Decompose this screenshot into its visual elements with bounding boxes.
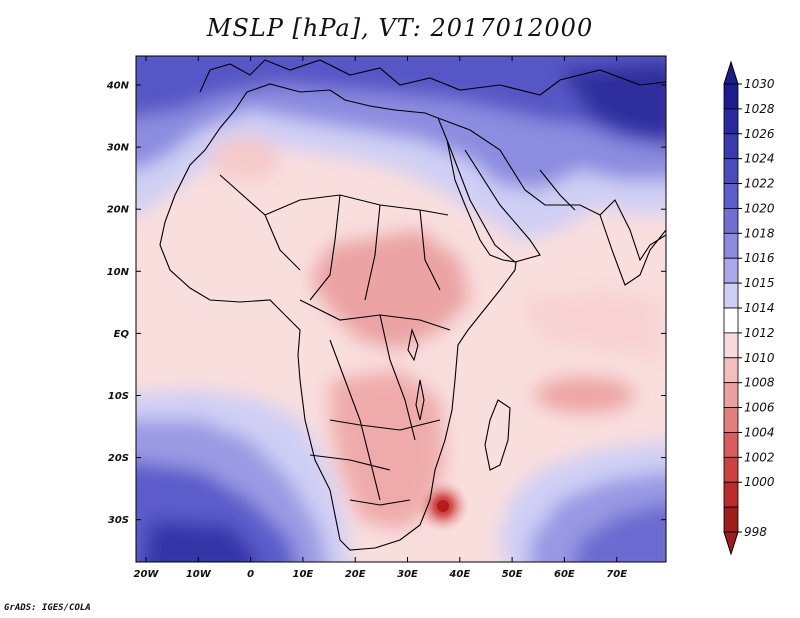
colorbar-label: 1028 bbox=[744, 102, 775, 116]
colorbar-segment bbox=[723, 133, 739, 160]
lat-tick-label: 20N bbox=[107, 205, 130, 216]
colorbar-label: 1018 bbox=[744, 226, 775, 240]
colorbar-segment bbox=[723, 432, 739, 458]
colorbar-segment bbox=[723, 481, 739, 508]
lat-tick-label: 20S bbox=[108, 453, 129, 464]
lon-tick-label: 50E bbox=[502, 569, 523, 580]
colorbar-segment bbox=[723, 208, 739, 234]
red-sea bbox=[446, 139, 541, 263]
map-frame bbox=[135, 55, 667, 563]
india-coast bbox=[599, 214, 666, 286]
lat-tick-label: 10S bbox=[108, 391, 129, 402]
field-south-low bbox=[330, 370, 445, 530]
colorbar-label: 1006 bbox=[744, 401, 775, 415]
colorbar-segment bbox=[723, 257, 739, 284]
colorbar-segment bbox=[723, 357, 739, 384]
latitude-axis: 40N 30N 20N 10N EQ 10S 20S 30S bbox=[106, 81, 666, 526]
arabia-coastline bbox=[437, 117, 666, 262]
field-arabian-sea bbox=[520, 290, 660, 360]
colorbar-label: 1015 bbox=[744, 276, 775, 290]
lon-tick-label: 70E bbox=[606, 569, 627, 580]
colorbar-label: 1002 bbox=[744, 450, 775, 464]
longitude-axis: 20W 10W 0 10E 20E 30E 40E 50E 60E 70E bbox=[134, 56, 627, 580]
colorbar-label: 1020 bbox=[744, 201, 775, 215]
colorbar-segment bbox=[723, 83, 739, 110]
lat-tick-label: 40N bbox=[106, 81, 130, 92]
lon-tick-label: 30E bbox=[397, 569, 418, 580]
colorbar-bottom-arrow bbox=[723, 531, 739, 556]
madagascar bbox=[484, 399, 511, 471]
colorbar-label: 1014 bbox=[744, 301, 775, 315]
colorbar-segment bbox=[723, 108, 739, 135]
lat-tick-label: 30S bbox=[108, 515, 129, 526]
great-lakes bbox=[407, 328, 425, 421]
map-title: MSLP [hPa], VT: 2017012000 bbox=[206, 14, 594, 42]
lat-tick-label: EQ bbox=[114, 329, 130, 340]
colorbar-segment bbox=[723, 158, 739, 184]
field-indian-low bbox=[535, 377, 635, 413]
lon-tick-label: 40E bbox=[448, 569, 470, 580]
colorbar-segment bbox=[723, 382, 739, 408]
internal-borders bbox=[219, 174, 451, 506]
colorbar-label: 1030 bbox=[744, 77, 775, 91]
field-north-high bbox=[136, 56, 666, 148]
colorbar-label: 1012 bbox=[744, 326, 775, 340]
africa-coastline bbox=[159, 83, 517, 551]
colorbar-segment bbox=[723, 407, 739, 433]
lat-tick-label: 10N bbox=[107, 267, 130, 278]
colorbar-label: 1016 bbox=[744, 251, 775, 265]
lon-tick-label: 10E bbox=[293, 569, 314, 580]
colorbar-top-arrow bbox=[723, 60, 739, 85]
credit-text: GrADS: IGES/COLA bbox=[4, 603, 91, 613]
colorbar-segment bbox=[723, 332, 739, 359]
field-mozambique-low-core bbox=[437, 500, 449, 512]
colorbar-segment bbox=[723, 307, 739, 334]
persian-gulf bbox=[539, 169, 576, 211]
field-sw-core bbox=[143, 520, 260, 562]
colorbar-segment bbox=[723, 506, 739, 533]
field-shading bbox=[136, 56, 666, 562]
pressure-field bbox=[136, 56, 666, 562]
lon-tick-label: 20E bbox=[345, 569, 366, 580]
colorbar-label: 1022 bbox=[744, 177, 775, 191]
field-central-low bbox=[310, 230, 470, 350]
coastlines bbox=[159, 59, 666, 551]
colorbar-label: 998 bbox=[744, 525, 767, 539]
colorbar-segment bbox=[723, 183, 739, 209]
colorbar-segment bbox=[723, 456, 739, 483]
lat-tick-label: 30N bbox=[107, 143, 130, 154]
lon-tick-label: 10W bbox=[186, 569, 212, 580]
lon-tick-label: 20W bbox=[134, 569, 160, 580]
colorbar-label: 1024 bbox=[744, 152, 775, 166]
colorbar-label: 1004 bbox=[744, 425, 775, 439]
field-se-high bbox=[574, 503, 666, 562]
europe-coast bbox=[199, 59, 666, 96]
lon-tick-label: 60E bbox=[554, 569, 575, 580]
field-north-core bbox=[560, 61, 666, 139]
colorbar-label: 1026 bbox=[744, 127, 775, 141]
colorbar-segment bbox=[723, 282, 739, 309]
colorbar-label: 1010 bbox=[744, 351, 775, 365]
colorbar-segment bbox=[723, 232, 739, 259]
colorbar-label: 1000 bbox=[744, 475, 775, 489]
colorbar: 1030 1028 1026 1024 1022 1020 1018 1016 1015 1014… bbox=[723, 60, 775, 556]
lon-tick-label: 0 bbox=[247, 569, 254, 580]
field-sahara-low bbox=[210, 136, 280, 180]
colorbar-label: 1008 bbox=[744, 376, 775, 390]
